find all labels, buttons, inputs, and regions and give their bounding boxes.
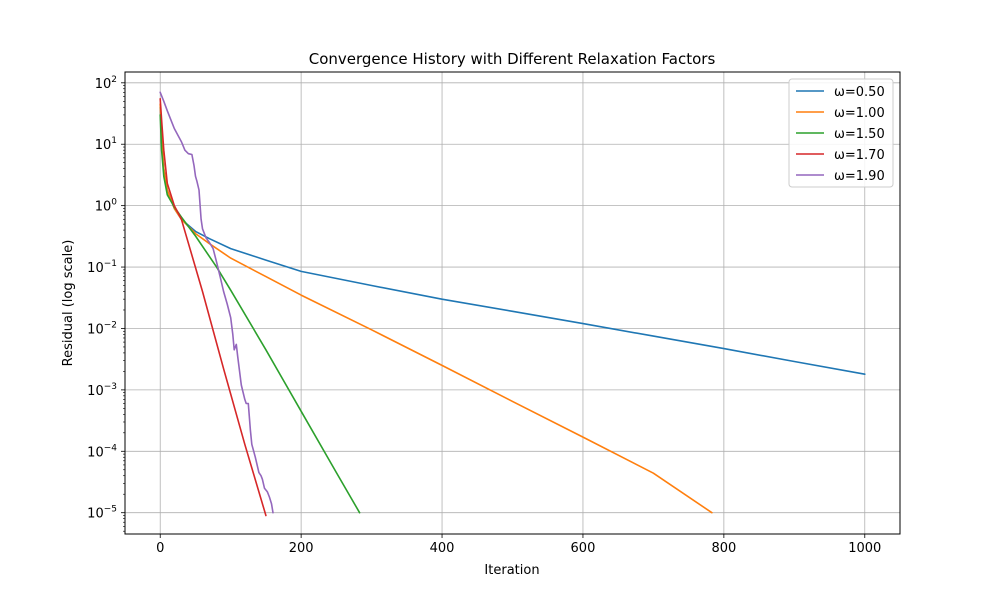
y-tick-base: 10 [87,261,104,276]
y-tick-label: 10−3 [87,382,117,399]
y-tick-base: 10 [95,77,112,92]
y-tick-exponent: 1 [111,136,117,146]
series-line-1 [159,103,713,514]
x-tick-label: 0 [156,541,164,556]
y-tick-label: 100 [95,198,118,215]
y-tick-base: 10 [87,445,104,460]
x-tick-label: 400 [430,541,455,556]
legend-label: ω=0.50 [834,85,885,100]
series-line-2 [159,114,361,514]
legend-label: ω=1.90 [834,169,885,184]
x-tick-label: 800 [711,541,736,556]
legend-box [788,78,894,188]
x-axis-label: Iteration [484,563,539,578]
y-tick-label: 10−4 [87,443,117,460]
y-tick-exponent: −2 [104,320,117,330]
x-tick-label: 1000 [848,541,881,556]
series-lines [159,91,866,517]
y-tick-exponent: 2 [111,75,117,85]
y-tick-base: 10 [95,138,112,153]
y-tick-label: 102 [95,75,117,92]
x-tick-label: 600 [571,541,596,556]
chart-title: Convergence History with Different Relax… [309,50,716,68]
y-tick-exponent: −3 [104,382,117,392]
y-tick-base: 10 [87,322,104,337]
y-tick-label: 10−1 [87,259,117,276]
series-line-3 [159,98,267,517]
y-tick-label: 10−2 [87,320,117,337]
y-tick-base: 10 [87,507,104,522]
series-line-4 [159,91,274,514]
y-tick-exponent: −4 [104,443,118,453]
y-tick-base: 10 [95,200,112,215]
y-tick-exponent: 0 [111,198,117,208]
x-axis-ticks: 0 200 400 600 800 1000 [156,534,881,556]
legend-label: ω=1.50 [834,127,885,142]
legend-label: ω=1.00 [834,106,885,121]
x-tick-label: 200 [289,541,314,556]
y-tick-exponent: −1 [104,259,117,269]
y-tick-label: 10−5 [87,505,117,522]
y-tick-exponent: −5 [104,505,117,515]
y-axis-label: Residual (log scale) [61,240,76,367]
y-tick-label: 101 [95,136,117,153]
legend-label: ω=1.70 [834,148,885,163]
y-tick-base: 10 [87,384,104,399]
plot-frame [124,71,901,535]
legend: ω=0.50 ω=1.00 ω=1.50 ω=1.70 ω=1.90 [788,78,894,188]
